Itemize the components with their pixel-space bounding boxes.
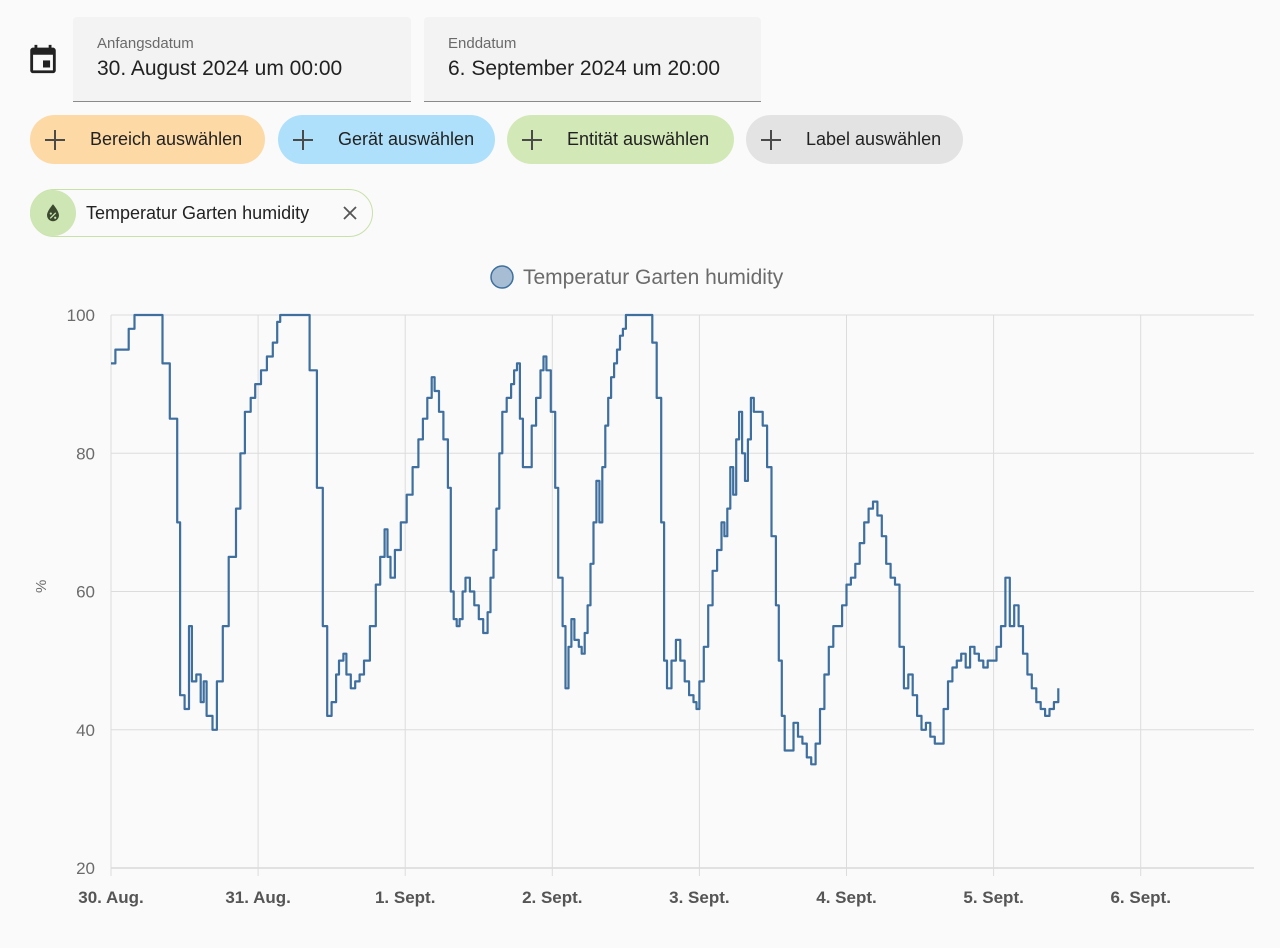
x-tick-label: 1. Sept. xyxy=(375,888,435,907)
plus-icon xyxy=(521,129,543,151)
y-tick-label: 40 xyxy=(76,721,95,740)
calendar-icon[interactable] xyxy=(26,42,60,76)
close-icon[interactable] xyxy=(340,203,360,223)
legend-label: Temperatur Garten humidity xyxy=(523,266,784,289)
y-tick-label: 20 xyxy=(76,859,95,878)
x-tick-label: 5. Sept. xyxy=(963,888,1023,907)
select-device-label: Gerät auswählen xyxy=(338,129,475,149)
x-axis: 30. Aug. 31. Aug. 1. Sept. 2. Sept. 3. Sept.… xyxy=(78,888,1171,907)
end-date-label: Enddatum xyxy=(448,35,517,52)
plus-icon xyxy=(44,129,66,151)
water-percent-icon xyxy=(30,190,76,236)
start-date-label: Anfangsdatum xyxy=(97,35,194,52)
history-chart: Temperatur Garten humidity % 20 40 60 80 100… xyxy=(33,265,1254,907)
select-area-label: Bereich auswählen xyxy=(90,129,243,149)
series-line xyxy=(111,313,1060,766)
select-label-label: Label auswählen xyxy=(806,129,942,149)
select-area-button[interactable]: Bereich auswählen xyxy=(30,115,265,164)
select-device-button[interactable]: Gerät auswählen xyxy=(278,115,495,164)
x-tick-label: 30. Aug. xyxy=(78,888,144,907)
x-tick-label: 2. Sept. xyxy=(522,888,582,907)
end-date-value[interactable]: 6. September 2024 um 20:00 xyxy=(448,57,721,80)
entity-chip-label: Temperatur Garten humidity xyxy=(86,202,310,223)
x-tick-label: 6. Sept. xyxy=(1110,888,1170,907)
y-axis: 20 40 60 80 100 xyxy=(67,306,95,878)
x-tick-label: 31. Aug. xyxy=(225,888,291,907)
plus-icon xyxy=(292,129,314,151)
entity-chip[interactable]: Temperatur Garten humidity xyxy=(30,189,373,237)
y-tick-label: 60 xyxy=(76,583,95,602)
x-tick-label: 4. Sept. xyxy=(816,888,876,907)
select-label-button[interactable]: Label auswählen xyxy=(746,115,963,164)
plus-icon xyxy=(760,129,782,151)
y-tick-label: 100 xyxy=(67,306,95,325)
y-tick-label: 80 xyxy=(76,444,95,463)
start-date-field[interactable]: Anfangsdatum 30. August 2024 um 00:00 xyxy=(73,17,411,102)
end-date-field[interactable]: Enddatum 6. September 2024 um 20:00 xyxy=(424,17,761,102)
x-tick-label: 3. Sept. xyxy=(669,888,729,907)
legend-swatch xyxy=(490,265,514,289)
select-entity-label: Entität auswählen xyxy=(567,129,710,149)
y-axis-label: % xyxy=(33,580,50,593)
select-entity-button[interactable]: Entität auswählen xyxy=(507,115,734,164)
chart-grid xyxy=(110,314,1254,876)
start-date-value[interactable]: 30. August 2024 um 00:00 xyxy=(97,57,343,80)
chart-legend[interactable]: Temperatur Garten humidity xyxy=(490,265,784,289)
